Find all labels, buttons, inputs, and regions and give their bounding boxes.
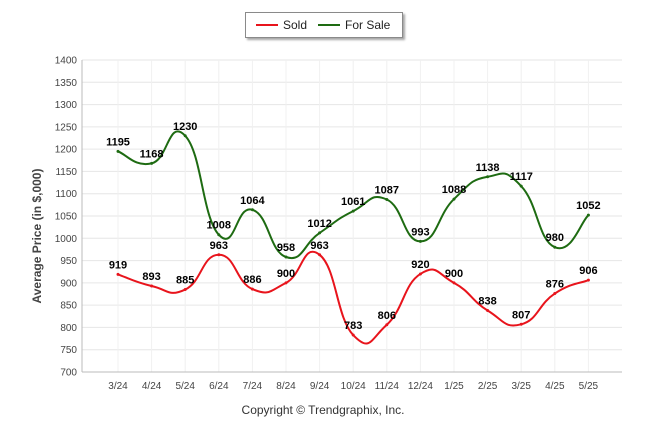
y-tick-label: 1050	[55, 212, 78, 223]
data-label-for-sale: 1230	[173, 121, 197, 133]
data-label-for-sale: 1008	[207, 220, 231, 232]
x-tick-label: 10/24	[341, 381, 366, 392]
data-point-for-sale	[284, 255, 288, 259]
x-tick-label: 5/24	[175, 381, 195, 392]
x-tick-label: 9/24	[310, 381, 330, 392]
data-label-sold: 920	[411, 259, 429, 271]
legend-swatch-sold	[256, 24, 278, 26]
data-point-sold	[418, 272, 422, 276]
legend-swatch-for-sale	[318, 24, 340, 26]
data-point-for-sale	[318, 231, 322, 235]
legend-label-for-sale: For Sale	[345, 18, 391, 32]
x-tick-label: 1/25	[444, 381, 464, 392]
x-tick-label: 8/24	[276, 381, 296, 392]
data-point-sold	[486, 308, 490, 312]
legend-label-sold: Sold	[283, 18, 308, 32]
data-label-sold: 900	[277, 268, 295, 280]
data-label-sold: 876	[546, 279, 564, 291]
x-tick-label: 3/25	[511, 381, 531, 392]
data-label-for-sale: 1064	[240, 195, 265, 207]
data-label-sold: 919	[109, 259, 127, 271]
x-tick-label: 11/24	[375, 381, 400, 392]
y-tick-label: 1200	[55, 145, 78, 156]
data-point-sold	[553, 292, 557, 296]
y-tick-label: 700	[60, 368, 77, 379]
data-point-sold	[318, 253, 322, 257]
data-label-for-sale: 993	[411, 226, 429, 238]
data-point-for-sale	[351, 209, 355, 213]
data-label-sold: 900	[445, 268, 463, 280]
data-label-for-sale: 1138	[476, 162, 500, 174]
data-label-for-sale: 1195	[106, 136, 130, 148]
data-point-sold	[385, 323, 389, 327]
y-tick-label: 1400	[55, 56, 78, 67]
x-tick-label: 6/24	[209, 381, 229, 392]
data-label-sold: 783	[344, 320, 362, 332]
data-label-for-sale: 1087	[375, 185, 399, 197]
y-tick-label: 1100	[55, 189, 77, 200]
legend: Sold For Sale	[245, 12, 403, 38]
data-point-sold	[519, 322, 523, 326]
data-point-for-sale	[553, 245, 557, 249]
data-point-for-sale	[217, 233, 221, 237]
data-label-for-sale: 1061	[341, 196, 365, 208]
data-label-sold: 886	[243, 274, 261, 286]
y-tick-label: 950	[60, 256, 77, 267]
copyright-text: Copyright © Trendgraphix, Inc.	[241, 403, 405, 417]
data-label-sold: 806	[378, 310, 396, 322]
x-tick-label: 12/24	[408, 381, 433, 392]
y-tick-label: 1000	[55, 234, 78, 245]
data-label-sold: 963	[310, 240, 328, 252]
data-label-sold: 807	[512, 309, 530, 321]
y-tick-label: 850	[60, 301, 77, 312]
x-tick-label: 5/25	[579, 381, 599, 392]
data-point-sold	[183, 288, 187, 292]
x-tick-label: 7/24	[243, 381, 263, 392]
x-tick-label: 3/24	[108, 381, 128, 392]
x-tick-label: 4/24	[142, 381, 162, 392]
data-point-for-sale	[250, 208, 254, 212]
data-label-for-sale: 958	[277, 242, 295, 254]
data-point-sold	[284, 281, 288, 285]
y-tick-label: 1300	[55, 100, 78, 111]
data-point-for-sale	[418, 239, 422, 243]
x-tick-label: 2/25	[478, 381, 498, 392]
data-label-sold: 906	[579, 265, 597, 277]
data-point-for-sale	[486, 175, 490, 179]
x-tick-label: 4/25	[545, 381, 565, 392]
data-label-sold: 885	[176, 275, 194, 287]
y-tick-label: 1350	[55, 78, 78, 89]
data-point-for-sale	[183, 134, 187, 138]
data-label-sold: 893	[142, 271, 160, 283]
data-point-for-sale	[452, 197, 456, 201]
data-label-for-sale: 1168	[140, 148, 164, 160]
data-label-for-sale: 1088	[442, 184, 466, 196]
data-point-sold	[452, 281, 456, 285]
y-tick-label: 750	[60, 345, 77, 356]
y-tick-label: 800	[60, 323, 77, 334]
data-point-for-sale	[116, 149, 120, 153]
data-point-for-sale	[586, 213, 590, 217]
y-tick-label: 900	[60, 278, 77, 289]
data-point-for-sale	[150, 161, 154, 165]
data-point-for-sale	[519, 184, 523, 188]
data-point-sold	[217, 253, 221, 257]
data-point-sold	[150, 284, 154, 288]
data-label-sold: 963	[210, 240, 228, 252]
data-label-for-sale: 1117	[510, 171, 533, 183]
data-point-sold	[250, 287, 254, 291]
data-label-for-sale: 1052	[576, 200, 600, 212]
y-axis-label: Average Price (in $,000)	[30, 169, 44, 304]
y-tick-label: 1250	[55, 122, 78, 133]
data-point-sold	[586, 278, 590, 282]
data-label-sold: 838	[478, 295, 496, 307]
data-point-sold	[116, 272, 120, 276]
data-point-for-sale	[385, 198, 389, 202]
series-line-for-sale	[117, 130, 590, 260]
data-point-sold	[351, 333, 355, 337]
data-label-for-sale: 1012	[307, 218, 331, 230]
data-label-for-sale: 980	[546, 232, 564, 244]
y-tick-label: 1150	[55, 167, 77, 178]
